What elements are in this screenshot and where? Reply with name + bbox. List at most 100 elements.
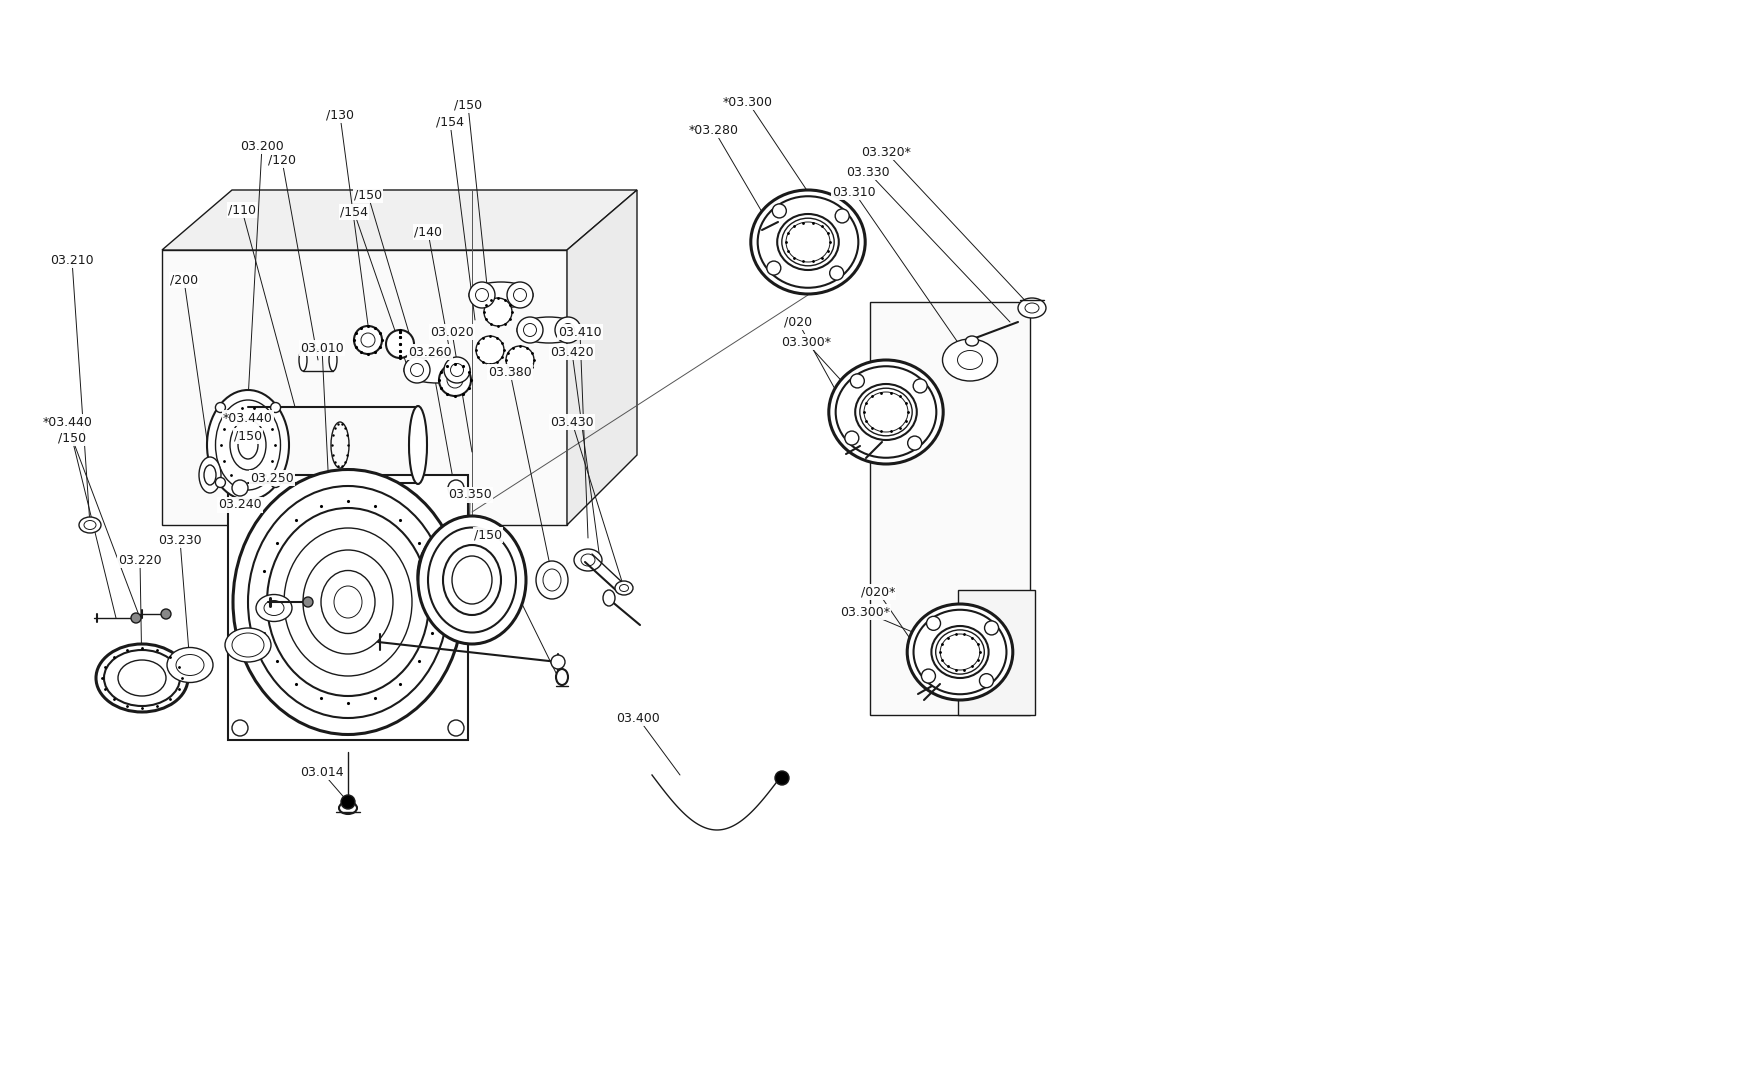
Text: 03.300*: 03.300* bbox=[781, 336, 831, 349]
Text: 03.420: 03.420 bbox=[550, 346, 593, 358]
Ellipse shape bbox=[96, 644, 188, 712]
Ellipse shape bbox=[303, 597, 313, 607]
Text: 03.410: 03.410 bbox=[558, 325, 602, 338]
Ellipse shape bbox=[828, 360, 943, 464]
Circle shape bbox=[447, 720, 464, 736]
Ellipse shape bbox=[443, 357, 470, 383]
Text: *03.440: *03.440 bbox=[43, 415, 92, 428]
Text: /110: /110 bbox=[228, 203, 256, 216]
Text: /120: /120 bbox=[268, 153, 296, 167]
Circle shape bbox=[830, 266, 843, 280]
Circle shape bbox=[845, 431, 859, 445]
Ellipse shape bbox=[854, 384, 916, 440]
Circle shape bbox=[767, 261, 781, 275]
Circle shape bbox=[271, 402, 280, 413]
Ellipse shape bbox=[906, 603, 1012, 700]
Text: 03.430: 03.430 bbox=[550, 415, 593, 428]
Text: /150: /150 bbox=[233, 429, 263, 443]
Circle shape bbox=[835, 209, 849, 223]
Circle shape bbox=[774, 771, 788, 785]
Ellipse shape bbox=[162, 609, 170, 620]
Circle shape bbox=[231, 720, 249, 736]
Ellipse shape bbox=[207, 389, 289, 500]
Ellipse shape bbox=[417, 516, 525, 644]
Text: 03.400: 03.400 bbox=[616, 712, 659, 724]
Ellipse shape bbox=[943, 339, 996, 381]
Ellipse shape bbox=[506, 282, 532, 308]
Circle shape bbox=[216, 402, 226, 413]
Text: 03.300*: 03.300* bbox=[840, 606, 889, 618]
Circle shape bbox=[850, 373, 864, 388]
Text: 03.010: 03.010 bbox=[299, 341, 344, 354]
Text: 03.200: 03.200 bbox=[240, 139, 283, 153]
Ellipse shape bbox=[1017, 299, 1045, 318]
Text: 03.230: 03.230 bbox=[158, 534, 202, 547]
Polygon shape bbox=[162, 250, 567, 525]
Ellipse shape bbox=[551, 655, 565, 669]
Circle shape bbox=[447, 480, 464, 496]
Text: /020: /020 bbox=[784, 316, 812, 328]
Ellipse shape bbox=[438, 364, 471, 396]
Ellipse shape bbox=[224, 628, 271, 662]
Text: /154: /154 bbox=[436, 116, 464, 128]
Ellipse shape bbox=[167, 647, 212, 683]
Circle shape bbox=[922, 669, 936, 683]
Text: 03.350: 03.350 bbox=[449, 489, 492, 502]
Ellipse shape bbox=[536, 561, 567, 599]
Polygon shape bbox=[162, 190, 636, 250]
Text: 03.210: 03.210 bbox=[50, 254, 94, 266]
Circle shape bbox=[979, 674, 993, 688]
Polygon shape bbox=[228, 475, 468, 740]
Ellipse shape bbox=[353, 326, 383, 354]
Ellipse shape bbox=[516, 317, 543, 343]
Text: *03.300: *03.300 bbox=[723, 95, 772, 108]
Text: /140: /140 bbox=[414, 226, 442, 239]
Circle shape bbox=[913, 379, 927, 393]
Ellipse shape bbox=[506, 346, 534, 374]
Ellipse shape bbox=[930, 626, 988, 678]
Text: 03.320*: 03.320* bbox=[861, 146, 911, 158]
Text: 03.260: 03.260 bbox=[409, 346, 452, 358]
Text: /150: /150 bbox=[473, 529, 503, 541]
Circle shape bbox=[216, 477, 226, 488]
Ellipse shape bbox=[403, 357, 430, 383]
Ellipse shape bbox=[603, 590, 614, 606]
Ellipse shape bbox=[556, 669, 567, 685]
Ellipse shape bbox=[233, 470, 463, 734]
Ellipse shape bbox=[483, 299, 511, 326]
Polygon shape bbox=[958, 590, 1035, 715]
Ellipse shape bbox=[417, 530, 492, 620]
Text: 03.250: 03.250 bbox=[250, 472, 294, 485]
Text: /020*: /020* bbox=[861, 585, 894, 598]
Circle shape bbox=[231, 480, 249, 496]
Text: /130: /130 bbox=[325, 108, 353, 122]
Ellipse shape bbox=[409, 406, 426, 484]
Ellipse shape bbox=[965, 336, 977, 346]
Ellipse shape bbox=[476, 336, 504, 364]
Text: /150: /150 bbox=[454, 98, 482, 111]
Ellipse shape bbox=[130, 613, 141, 623]
Circle shape bbox=[925, 616, 941, 630]
Polygon shape bbox=[870, 302, 1029, 715]
Circle shape bbox=[341, 795, 355, 809]
Polygon shape bbox=[567, 190, 636, 525]
Ellipse shape bbox=[339, 802, 356, 814]
Text: /150: /150 bbox=[353, 188, 383, 201]
Ellipse shape bbox=[750, 190, 864, 294]
Circle shape bbox=[908, 437, 922, 450]
Circle shape bbox=[271, 477, 280, 488]
Ellipse shape bbox=[329, 349, 337, 371]
Ellipse shape bbox=[470, 282, 532, 308]
Text: 03.330: 03.330 bbox=[845, 166, 889, 179]
Circle shape bbox=[984, 621, 998, 635]
Text: 03.240: 03.240 bbox=[217, 499, 261, 511]
Ellipse shape bbox=[555, 317, 581, 343]
Text: 03.380: 03.380 bbox=[489, 366, 532, 379]
Ellipse shape bbox=[574, 549, 602, 571]
Text: /150: /150 bbox=[57, 431, 85, 444]
Text: 03.014: 03.014 bbox=[301, 765, 344, 779]
Text: /200: /200 bbox=[170, 274, 198, 287]
Ellipse shape bbox=[386, 330, 414, 358]
Ellipse shape bbox=[403, 357, 470, 383]
Ellipse shape bbox=[198, 457, 221, 493]
